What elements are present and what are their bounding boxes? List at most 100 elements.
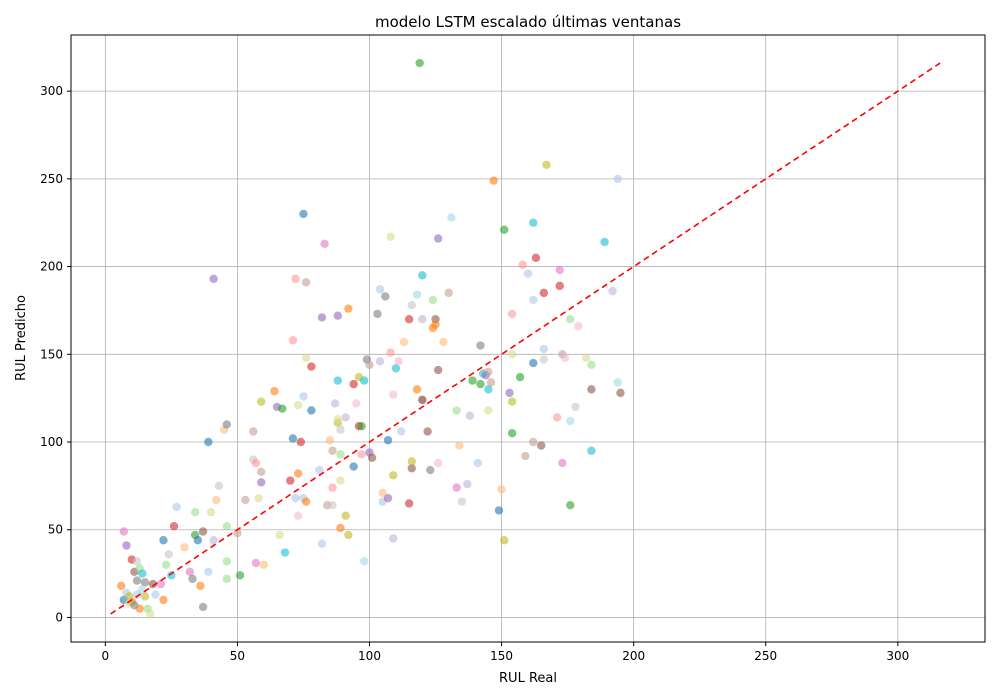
data-point bbox=[307, 406, 316, 415]
data-points bbox=[116, 58, 625, 619]
data-point bbox=[447, 213, 456, 222]
y-tick-label: 50 bbox=[48, 523, 63, 537]
data-point bbox=[159, 536, 168, 545]
data-point bbox=[558, 458, 567, 468]
data-point bbox=[146, 609, 155, 619]
data-point bbox=[484, 367, 493, 377]
data-point bbox=[196, 581, 205, 591]
data-point bbox=[505, 388, 514, 398]
data-point bbox=[159, 595, 168, 605]
data-point bbox=[119, 527, 129, 536]
data-point bbox=[455, 441, 464, 450]
data-point bbox=[407, 457, 416, 466]
data-point bbox=[439, 337, 448, 347]
data-point bbox=[539, 344, 549, 354]
data-point bbox=[381, 292, 390, 301]
data-point bbox=[457, 497, 467, 506]
data-point bbox=[341, 413, 350, 422]
data-point bbox=[484, 385, 493, 394]
data-point bbox=[299, 392, 308, 401]
x-axis-title: RUL Real bbox=[499, 671, 557, 686]
data-point bbox=[386, 232, 395, 241]
data-point bbox=[507, 397, 517, 406]
data-point bbox=[418, 271, 427, 280]
data-point bbox=[573, 322, 583, 331]
data-point bbox=[389, 534, 398, 543]
data-point bbox=[507, 350, 517, 359]
data-point bbox=[315, 465, 324, 475]
data-point bbox=[428, 295, 438, 305]
data-point bbox=[320, 239, 329, 248]
data-point bbox=[476, 341, 485, 350]
data-point bbox=[386, 348, 395, 357]
data-point bbox=[138, 569, 147, 578]
data-point bbox=[333, 376, 343, 385]
data-point bbox=[169, 522, 179, 531]
data-point bbox=[389, 471, 398, 480]
data-point bbox=[555, 281, 564, 291]
data-point bbox=[529, 437, 538, 447]
data-point bbox=[415, 58, 424, 68]
data-point bbox=[507, 309, 517, 319]
data-point bbox=[185, 567, 195, 577]
data-point bbox=[132, 590, 142, 599]
data-point bbox=[433, 365, 443, 375]
data-point bbox=[412, 290, 422, 299]
data-point bbox=[151, 590, 160, 599]
data-point bbox=[476, 379, 485, 389]
data-point bbox=[500, 536, 509, 545]
data-point bbox=[270, 386, 279, 396]
reference-line bbox=[110, 62, 941, 615]
data-point bbox=[140, 592, 150, 601]
data-point bbox=[407, 464, 416, 473]
data-point bbox=[180, 543, 189, 552]
data-point bbox=[418, 395, 427, 405]
data-point bbox=[204, 437, 213, 447]
data-point bbox=[256, 467, 266, 477]
data-point bbox=[433, 458, 443, 468]
data-point bbox=[209, 536, 218, 545]
data-point bbox=[404, 499, 414, 508]
data-point bbox=[275, 530, 284, 540]
data-point bbox=[407, 300, 416, 310]
data-point bbox=[256, 478, 266, 487]
data-point bbox=[286, 476, 295, 485]
data-point bbox=[341, 511, 350, 520]
data-point bbox=[608, 286, 617, 296]
data-point bbox=[555, 265, 564, 275]
plot-area-background bbox=[71, 35, 985, 642]
y-tick-label: 250 bbox=[40, 172, 63, 186]
x-tick-label: 0 bbox=[102, 649, 110, 663]
data-point bbox=[473, 458, 483, 468]
data-point bbox=[383, 493, 393, 503]
data-point bbox=[500, 225, 509, 234]
data-point bbox=[423, 427, 432, 436]
data-point bbox=[299, 209, 308, 219]
data-point bbox=[254, 493, 263, 503]
data-point bbox=[156, 579, 166, 589]
data-point bbox=[301, 353, 311, 362]
data-point bbox=[291, 493, 300, 503]
data-point bbox=[444, 288, 453, 298]
data-point bbox=[317, 539, 327, 548]
data-point bbox=[293, 400, 303, 410]
data-point bbox=[463, 479, 472, 489]
data-point bbox=[222, 522, 232, 531]
data-point bbox=[222, 574, 232, 584]
data-point bbox=[560, 353, 570, 362]
data-point bbox=[288, 434, 298, 443]
data-point bbox=[325, 436, 335, 445]
chart-title: modelo LSTM escalado últimas ventanas bbox=[375, 13, 681, 31]
data-point bbox=[259, 560, 269, 570]
data-point bbox=[587, 360, 596, 370]
y-tick-label: 150 bbox=[40, 347, 63, 361]
data-point bbox=[333, 311, 343, 320]
data-point bbox=[209, 274, 218, 284]
data-point bbox=[140, 578, 150, 587]
data-point bbox=[486, 378, 496, 387]
data-point bbox=[344, 304, 353, 313]
data-point bbox=[613, 174, 623, 184]
data-point bbox=[193, 536, 202, 545]
data-point bbox=[539, 355, 549, 364]
data-point bbox=[328, 446, 337, 455]
